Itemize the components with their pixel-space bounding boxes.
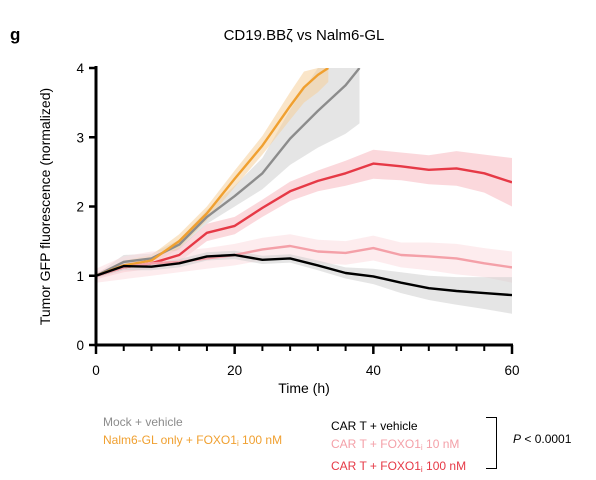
series-band-1: [96, 68, 329, 278]
y-tick-label: 3: [76, 130, 84, 145]
series-line-2: [96, 162, 512, 277]
legend-label-nalm6-foxo1-100nm: Nalm6-GL only + FOXO1: [103, 433, 237, 447]
legend-label-car-t-foxo1-10nm: CAR T + FOXO1: [331, 437, 421, 451]
legend-item-nalm6-foxo1-100nm: Nalm6-GL only + FOXO1i 100 nM: [103, 431, 282, 453]
legend-right: CAR T + vehicle CAR T + FOXO1i 10 nM CAR…: [331, 417, 466, 479]
chart-title: CD19.BBζ vs Nalm6-GL: [224, 27, 385, 44]
y-tick-label: 2: [76, 200, 84, 215]
x-tick-label: 40: [366, 363, 381, 378]
legend-label-suffix: 10 nM: [422, 437, 460, 451]
legend-item-car-t-vehicle: CAR T + vehicle: [331, 417, 466, 435]
y-tick-label: 4: [76, 61, 84, 76]
legend-label-car-t-foxo1-100nm: CAR T + FOXO1: [331, 459, 421, 473]
y-tick-label: 0: [76, 338, 84, 353]
y-tick-label: 1: [76, 269, 84, 284]
series-band-4: [96, 250, 512, 314]
legend-item-mock-vehicle: Mock + vehicle: [103, 413, 282, 431]
legend-label-suffix: 100 nM: [238, 433, 283, 447]
legend-label-suffix: 100 nM: [422, 459, 467, 473]
significance-bracket: [486, 417, 497, 469]
legend-subscript: i: [420, 443, 423, 452]
series-line-1: [96, 68, 329, 277]
legend-subscript: i: [236, 439, 239, 448]
x-axis-label: Time (h): [278, 380, 330, 396]
legend-label-mock-vehicle: Mock + vehicle: [103, 415, 183, 429]
panel-letter: g: [10, 25, 20, 44]
y-axis-label: Tumor GFP fluorescence (normalized): [37, 88, 53, 325]
legend-left: Mock + vehicle Nalm6-GL only + FOXO1i 10…: [103, 413, 282, 453]
series-line-0: [96, 68, 361, 277]
p-value-annotation: P < 0.0001: [513, 432, 571, 446]
legend-item-car-t-foxo1-10nm: CAR T + FOXO1i 10 nM: [331, 435, 466, 457]
legend-subscript: i: [420, 465, 423, 474]
p-symbol: P: [513, 432, 522, 446]
legend-item-car-t-foxo1-100nm: CAR T + FOXO1i 100 nM: [331, 457, 466, 479]
legend-label-car-t-vehicle: CAR T + vehicle: [331, 419, 418, 433]
series-band-0: [96, 68, 360, 278]
x-tick-label: 0: [92, 363, 100, 378]
x-tick-label: 20: [227, 363, 242, 378]
series-line-4: [96, 253, 512, 297]
x-tick-label: 60: [504, 363, 519, 378]
series-line-3: [96, 244, 512, 277]
p-value-text: < 0.0001: [521, 432, 572, 446]
